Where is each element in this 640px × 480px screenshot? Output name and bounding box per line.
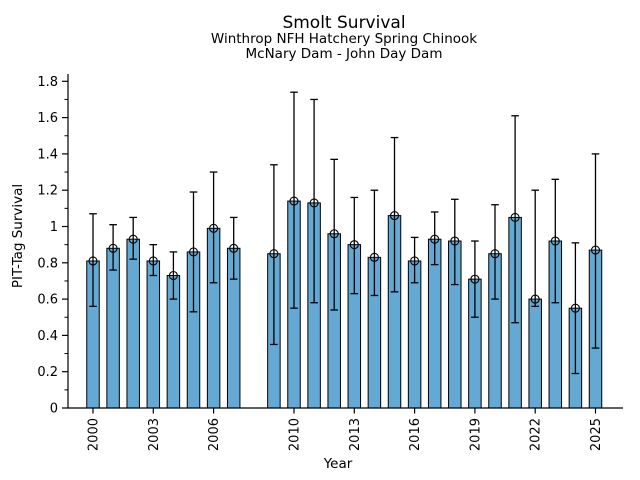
y-tick-label-1.2: 1.2	[37, 184, 58, 199]
chart-title: Smolt Survival	[282, 13, 405, 33]
marker-2011	[309, 198, 319, 208]
marker-2018	[450, 236, 460, 246]
marker-2012	[329, 229, 339, 239]
marker-2022	[530, 294, 540, 304]
bar-2022	[528, 298, 542, 409]
x-tick-label-2013: 2013	[348, 418, 363, 451]
marker-2001	[108, 243, 118, 253]
marker-2013	[349, 240, 359, 250]
marker-2000	[88, 256, 98, 266]
bar-2003	[146, 260, 161, 409]
x-tick-label-2025: 2025	[589, 418, 604, 451]
y-tick-label-1: 1	[50, 220, 58, 235]
marker-2006	[209, 223, 219, 233]
marker-2014	[369, 252, 379, 262]
marker-2009	[269, 249, 279, 259]
marker-2023	[550, 236, 560, 246]
marker-2005	[188, 247, 199, 257]
chart-subtitle-line2: McNary Dam - John Day Dam	[246, 46, 443, 62]
y-tick-label-0.6: 0.6	[37, 293, 58, 308]
y-tick-label-0.2: 0.2	[37, 365, 58, 380]
x-tick-label-2006: 2006	[207, 418, 222, 451]
marker-2019	[470, 274, 480, 284]
x-tick-label-2019: 2019	[468, 418, 483, 451]
bar-2001	[106, 247, 120, 409]
marker-2003	[148, 256, 158, 266]
y-axis-label: PIT-Tag Survival	[10, 184, 26, 288]
marker-2017	[430, 234, 440, 244]
x-tick-label-2022: 2022	[529, 418, 544, 451]
marker-2021	[510, 212, 520, 222]
marker-2024	[570, 303, 580, 313]
chart-subtitle-line1: Winthrop NFH Hatchery Spring Chinook	[211, 31, 477, 47]
plot-area: 0 0.2 0.4 0.6 0.8 1 1.2 1.4 1.6 1.8 2000 2003 2006 20…	[37, 75, 604, 451]
y-tick-label-1.6: 1.6	[37, 111, 58, 126]
x-tick-label-2000: 2000	[87, 418, 102, 451]
marker-2010	[289, 196, 299, 206]
y-tick-label-0: 0	[50, 402, 58, 417]
x-axis-label: Year	[323, 456, 353, 472]
marker-2020	[490, 249, 500, 259]
x-tick-label-2010: 2010	[288, 418, 303, 451]
marker-2002	[128, 234, 138, 244]
y-tick-label-0.8: 0.8	[37, 256, 58, 271]
marker-2025	[590, 245, 601, 255]
y-tick-label-1.8: 1.8	[37, 75, 58, 90]
y-tick-label-1.4: 1.4	[37, 147, 58, 162]
marker-2004	[168, 270, 178, 281]
y-tick-label-0.4: 0.4	[37, 329, 58, 344]
bar-2002	[126, 238, 140, 409]
marker-2016	[410, 256, 420, 266]
marker-2007	[229, 243, 239, 253]
marker-2015	[389, 211, 400, 221]
x-tick-label-2016: 2016	[408, 418, 423, 451]
x-tick-label-2003: 2003	[147, 418, 162, 451]
